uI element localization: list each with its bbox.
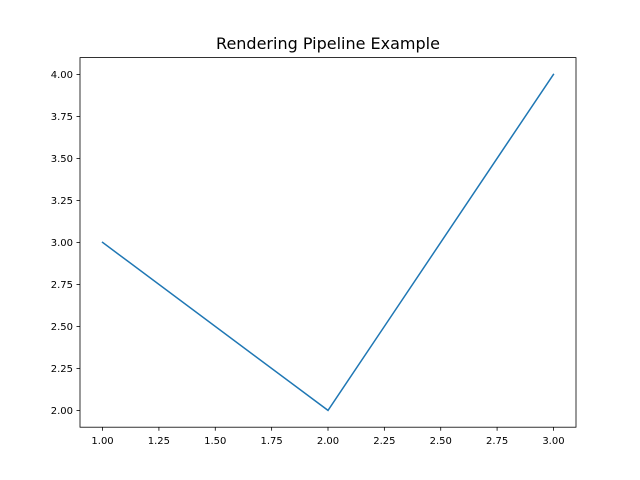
y-tick-label: 2.75	[51, 280, 73, 291]
x-tick-label: 1.50	[204, 436, 226, 447]
x-tick-label: 3.00	[542, 436, 564, 447]
axes-frame	[79, 57, 577, 428]
y-tick-label: 3.75	[51, 112, 73, 123]
x-tick-label: 2.75	[486, 436, 508, 447]
y-tick-label: 3.00	[51, 238, 73, 249]
x-tick-label: 1.75	[261, 436, 283, 447]
plot-lines	[101, 73, 555, 412]
chart-title: Rendering Pipeline Example	[216, 34, 440, 53]
x-tick-label: 2.50	[430, 436, 452, 447]
y-tick-label: 2.00	[51, 406, 73, 417]
y-tick-label: 3.50	[51, 154, 73, 165]
x-axis: 1.00 1.25 1.50 1.75 2.00 2.25 2.50 2.75 3.00	[91, 427, 565, 447]
x-tick-label: 2.00	[317, 436, 339, 447]
x-tick-label: 2.25	[373, 436, 395, 447]
x-tick-label: 1.25	[148, 436, 170, 447]
series-line-0	[101, 73, 555, 412]
y-tick-label: 4.00	[51, 70, 73, 81]
y-tick-label: 2.50	[51, 322, 73, 333]
x-tick-label: 1.00	[91, 436, 113, 447]
y-axis: 2.00 2.25 2.50 2.75 3.00 3.25 3.50 3.75 4.00	[51, 70, 80, 417]
y-tick-label: 2.25	[51, 364, 73, 375]
y-tick-label: 3.25	[51, 196, 73, 207]
